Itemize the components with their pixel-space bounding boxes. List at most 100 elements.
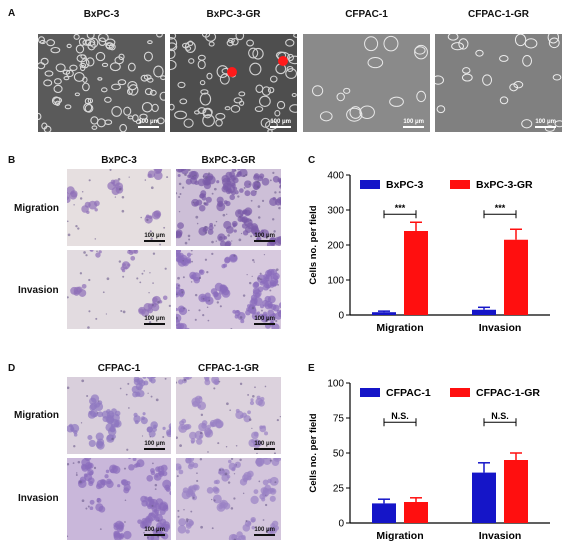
pore: [204, 258, 208, 261]
pore: [67, 535, 69, 538]
panel-letter-d: D: [8, 363, 16, 374]
pore: [143, 270, 145, 272]
stained-cell: [260, 229, 269, 238]
panel-d-row-migration: Migration: [14, 410, 59, 421]
transwell-texture: [67, 250, 171, 329]
cell-outline: [252, 47, 264, 60]
pore: [253, 261, 255, 263]
stained-cell: [206, 487, 214, 494]
pore: [114, 196, 117, 198]
stained-cell: [131, 385, 140, 394]
stained-cell: [133, 412, 138, 417]
pore: [73, 444, 76, 448]
pore: [151, 304, 154, 307]
cell-outline: [55, 63, 66, 73]
pore: [196, 479, 199, 483]
stained-cell: [253, 174, 260, 181]
x-category-label: Invasion: [479, 322, 522, 334]
stained-cell: [240, 414, 244, 419]
pore: [265, 530, 269, 533]
pore: [67, 386, 70, 390]
stained-cell: [230, 190, 236, 196]
stained-cell: [128, 250, 138, 254]
cell-outline: [194, 110, 200, 115]
pore: [144, 179, 147, 181]
pore: [177, 509, 180, 512]
stained-cell: [250, 190, 257, 197]
stained-cell: [237, 535, 246, 540]
stained-cell: [219, 285, 228, 294]
cell-outline: [522, 55, 533, 67]
cell-outline: [389, 96, 404, 107]
y-tick-label: 25: [333, 484, 345, 495]
red-marker: [278, 56, 288, 66]
pore: [257, 216, 261, 219]
pore: [192, 175, 194, 178]
stained-cell: [162, 295, 168, 301]
pore: [97, 500, 99, 503]
stained-cell: [142, 412, 146, 416]
transwell-texture: [67, 169, 171, 246]
pore: [140, 216, 142, 219]
stained-cell: [185, 522, 192, 529]
pore: [213, 387, 216, 390]
scalebar-label: 100 μm: [254, 441, 275, 447]
cell-outline: [548, 37, 560, 49]
stained-cell: [88, 439, 96, 448]
micrograph-cfpac1-phase-texture: [303, 34, 430, 132]
stained-cell: [254, 229, 262, 237]
panel-letter-e: E: [308, 363, 315, 374]
stained-cell: [84, 201, 91, 208]
pore: [208, 299, 211, 302]
cell-outline: [170, 103, 175, 111]
pore: [152, 282, 154, 284]
cell-outline: [85, 57, 95, 67]
cell-outline: [267, 129, 273, 132]
pore: [222, 213, 226, 217]
cell-outline: [63, 76, 70, 81]
pore: [257, 318, 259, 321]
stained-cell: [177, 305, 185, 313]
pore: [154, 488, 157, 490]
stained-cell: [128, 464, 135, 471]
scalebar: 100 μm: [254, 527, 275, 536]
stained-cell: [148, 430, 156, 438]
stained-cell: [208, 225, 214, 231]
pore: [77, 227, 80, 230]
stained-cell: [81, 283, 87, 289]
panel-d-col-cfpac1: CFPAC-1: [97, 363, 141, 374]
pore: [185, 518, 189, 522]
cell-outline: [64, 104, 72, 110]
significance-label: ***: [495, 203, 506, 213]
cell-outline: [65, 69, 74, 78]
pore: [182, 276, 185, 279]
pore: [186, 520, 189, 523]
stained-cell: [204, 379, 211, 386]
stained-cell: [153, 171, 163, 180]
cell-outline: [123, 106, 132, 116]
cell-outline: [151, 103, 159, 113]
stained-cell: [261, 497, 266, 502]
micrograph-bxpc3-phase-texture: [38, 34, 165, 132]
pore: [190, 281, 193, 283]
y-tick-label: 75: [333, 414, 345, 425]
pore: [75, 473, 78, 476]
pore: [81, 379, 85, 383]
cell-outline: [499, 55, 509, 62]
stained-cell: [89, 506, 94, 511]
pore: [254, 386, 256, 389]
pore: [146, 218, 149, 222]
cell-outline: [383, 35, 399, 52]
stained-cell: [261, 314, 268, 321]
stained-cell: [162, 426, 166, 430]
stained-cell: [134, 420, 139, 425]
stained-cell: [218, 235, 223, 241]
stained-cell: [157, 465, 165, 473]
pore: [178, 182, 182, 186]
cell-outline: [170, 59, 177, 71]
legend-swatch: [450, 388, 470, 397]
stained-cell: [239, 216, 245, 222]
pore: [211, 527, 214, 530]
cell-outline: [82, 76, 88, 83]
cell-outline: [202, 108, 213, 119]
